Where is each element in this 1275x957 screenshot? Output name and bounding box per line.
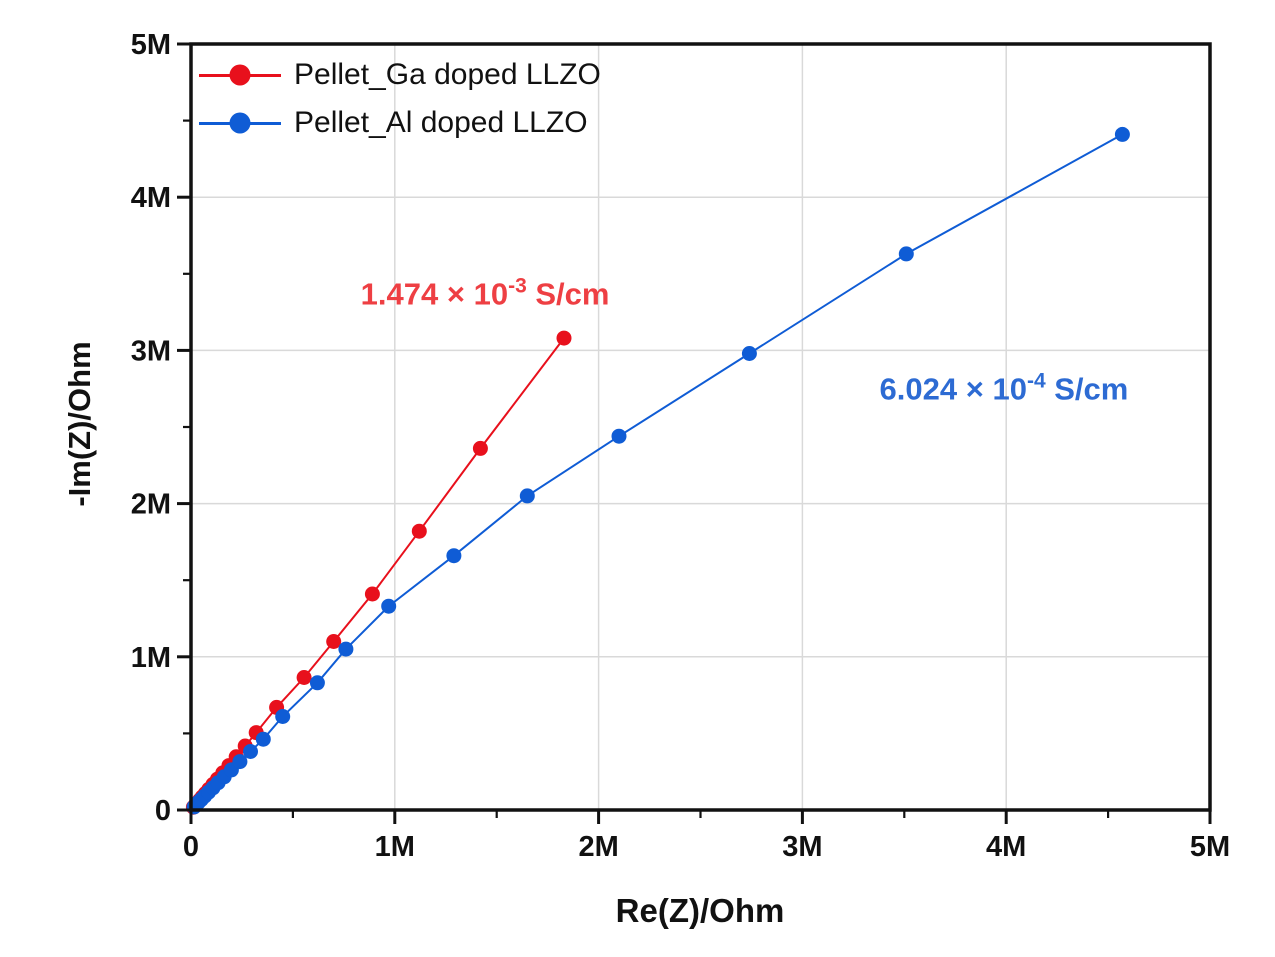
x-tick-label: 4M xyxy=(986,831,1026,863)
data-point-series-1 xyxy=(446,548,462,564)
annotation-ga-base: 1.474 × 10 xyxy=(360,276,509,312)
y-tick-label: 4M xyxy=(131,182,171,214)
annotation-al-conductivity: 6.024 × 10-4 S/cm xyxy=(879,371,1129,407)
data-point-series-1 xyxy=(611,428,627,444)
data-point-series-1 xyxy=(243,744,258,759)
data-point-series-1 xyxy=(741,346,757,361)
x-axis-title: Re(Z)/Ohm xyxy=(615,892,785,929)
annotation-ga-exponent: -3 xyxy=(508,274,527,298)
y-tick-label: 1M xyxy=(131,642,171,674)
y-tick-label: 0 xyxy=(155,795,171,827)
legend-marker-blue xyxy=(199,112,281,134)
legend-label-al-doped: Pellet_Al doped LLZO xyxy=(294,106,588,139)
data-point-series-0 xyxy=(411,523,427,539)
y-axis-title: -Im(Z)/Ohm xyxy=(62,341,97,507)
legend-marker-red xyxy=(199,64,281,86)
legend: Pellet_Ga doped LLZO Pellet_Al doped LLZ… xyxy=(199,51,601,147)
data-point-series-1 xyxy=(519,488,535,504)
annotation-ga-unit: S/cm xyxy=(526,276,610,312)
x-tick-label: 2M xyxy=(578,831,618,863)
x-tick-label: 5M xyxy=(1190,831,1230,863)
x-tick-label: 3M xyxy=(782,831,822,863)
x-tick-label: 0 xyxy=(183,831,199,863)
data-point-series-1 xyxy=(309,675,325,691)
legend-item-ga-doped: Pellet_Ga doped LLZO xyxy=(199,51,601,99)
data-point-series-1 xyxy=(255,731,271,747)
y-tick-label: 2M xyxy=(131,489,171,521)
legend-item-al-doped: Pellet_Al doped LLZO xyxy=(199,99,601,147)
series-line-1 xyxy=(193,133,1123,808)
annotation-al-base: 6.024 × 10 xyxy=(879,371,1027,407)
series-line-0 xyxy=(192,337,565,808)
annotation-ga-conductivity: 1.474 × 10-3 S/cm xyxy=(360,276,610,312)
data-point-series-0 xyxy=(556,330,572,346)
data-point-series-0 xyxy=(364,586,380,602)
data-point-series-0 xyxy=(296,670,312,685)
plot-border xyxy=(189,42,1212,812)
data-point-series-1 xyxy=(898,246,914,262)
legend-label-ga-doped: Pellet_Ga doped LLZO xyxy=(294,58,601,91)
data-point-series-1 xyxy=(232,754,248,770)
data-point-series-1 xyxy=(338,641,354,657)
annotation-al-unit: S/cm xyxy=(1045,371,1129,407)
annotation-al-exponent: -4 xyxy=(1026,369,1046,393)
x-tick-label: 1M xyxy=(375,831,415,863)
data-point-series-1 xyxy=(275,709,291,724)
data-point-series-0 xyxy=(326,634,342,649)
y-tick-label: 5M xyxy=(131,29,171,61)
y-tick-label: 3M xyxy=(131,335,171,367)
data-point-series-1 xyxy=(381,598,397,614)
data-point-series-0 xyxy=(472,440,488,456)
data-point-series-1 xyxy=(1114,126,1130,142)
